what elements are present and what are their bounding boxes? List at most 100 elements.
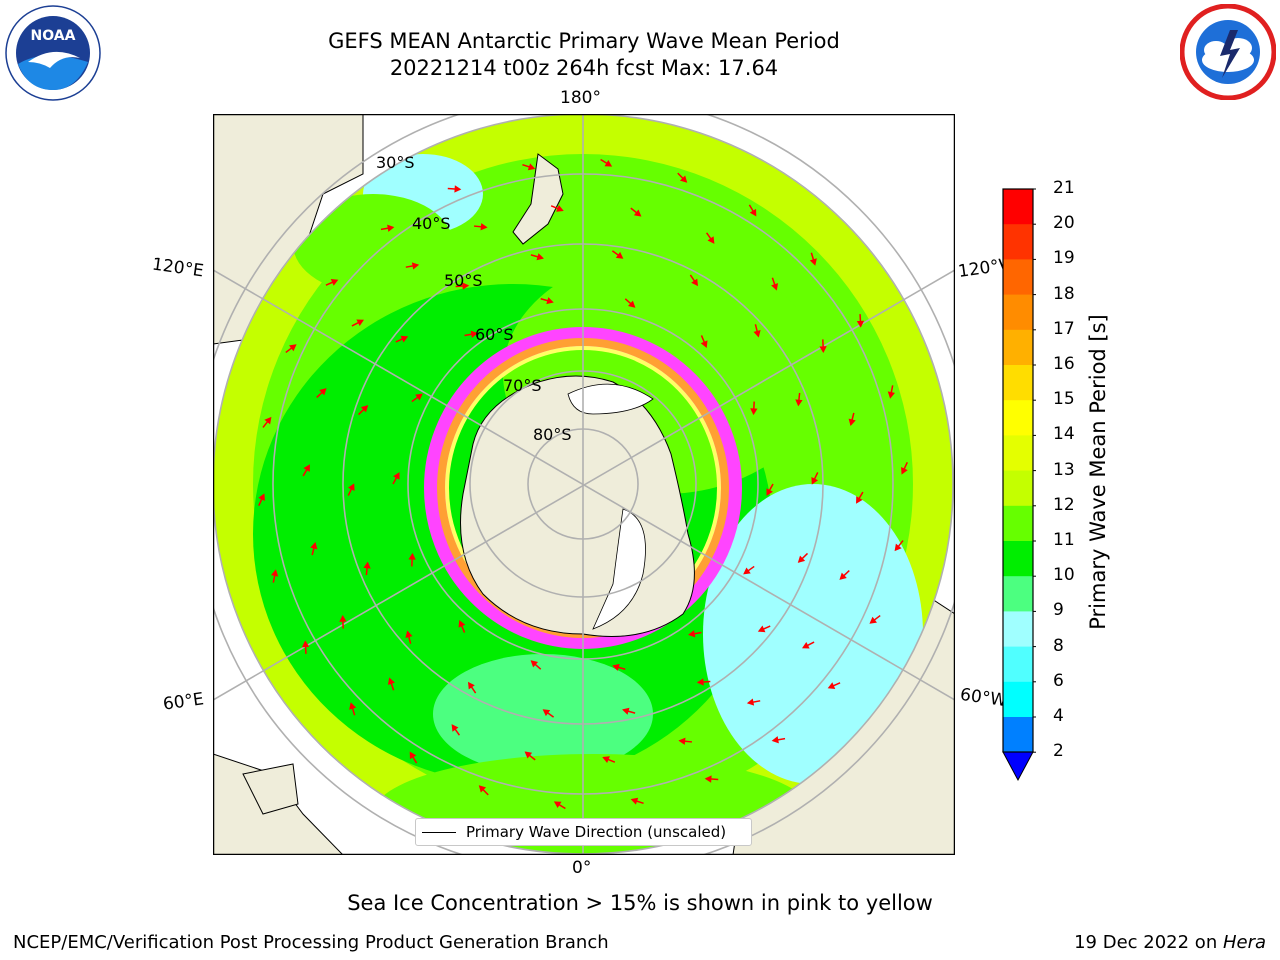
lon-label-60e: 60°E	[161, 689, 206, 715]
wave-arrow-head	[688, 630, 696, 638]
colorbar-band	[1003, 470, 1033, 507]
wave-arrow-head	[301, 640, 310, 648]
wave-arrow-head	[458, 620, 466, 628]
wave-arrow-head	[797, 555, 806, 563]
wave-arrow-head	[856, 320, 865, 328]
wave-arrow-head	[700, 340, 708, 348]
wave-arrow-head	[894, 543, 902, 552]
colorbar-band	[1003, 259, 1033, 296]
colorbar-band	[1003, 400, 1033, 436]
wave-arrow-head	[622, 707, 630, 715]
map-subtitle: 20221214 t00z 264h fcst Max: 17.64	[389, 56, 779, 80]
wave-arrow-head	[415, 393, 423, 401]
wave-arrow-head	[393, 472, 400, 480]
colorbar-extend-arrow	[1002, 751, 1034, 782]
wave-arrow-head	[743, 567, 751, 575]
colorbar-tick-label: 8	[1053, 635, 1064, 656]
colorbar-tick-label: 15	[1053, 389, 1075, 410]
colorbar-band	[1003, 646, 1033, 683]
lat-label-30s: 30°S	[376, 153, 415, 172]
wave-arrow-head	[766, 488, 773, 496]
wave-arrow-head	[480, 223, 488, 231]
footer-date: 19 Dec 2022 on Hera	[1074, 932, 1266, 953]
colorbar-tick-label: 21	[1053, 178, 1075, 198]
colorbar-tick-label: 10	[1053, 565, 1075, 586]
wave-arrow-head	[546, 297, 554, 305]
wave-arrow-head	[527, 163, 536, 171]
sea-ice-note: Sea Ice Concentration > 15% is shown in …	[347, 891, 933, 915]
wave-arrow-head	[258, 493, 265, 501]
noaa-logo-text: NOAA	[31, 28, 76, 44]
wave-arrow-head	[405, 630, 413, 638]
wave-arrow-head	[612, 663, 620, 671]
wave-arrow-head	[602, 756, 610, 763]
footer-org: NCEP/EMC/Verification Post Processing Pr…	[13, 932, 609, 953]
wave-arrow-head	[819, 346, 827, 354]
lat-label-80s: 80°S	[533, 425, 572, 444]
wave-arrow-head	[347, 483, 355, 491]
noaa-logo-icon: NOAA	[5, 5, 101, 101]
colorbar-tick-label: 6	[1053, 670, 1064, 691]
colorbar-tick-label: 4	[1053, 706, 1064, 726]
lon-label-180: 180°	[560, 88, 601, 108]
wave-arrow-head	[901, 467, 908, 475]
wave-arrow-head	[360, 405, 369, 413]
wave-arrow-head	[387, 677, 395, 685]
colorbar-tick-label: 11	[1053, 530, 1075, 550]
colorbar-band	[1003, 189, 1033, 225]
colorbar-band	[1003, 329, 1033, 366]
wave-arrow-head	[451, 724, 459, 732]
nws-logo-icon	[1180, 4, 1276, 100]
antarctic-map	[213, 114, 955, 855]
legend-line-swatch	[422, 831, 456, 833]
wave-arrow-head	[400, 335, 409, 343]
colorbar-tick-label: 17	[1053, 318, 1075, 339]
wave-arrow-head	[746, 698, 755, 706]
wave-arrow-head	[749, 208, 757, 217]
wave-arrow-head	[771, 283, 779, 291]
colorbar-label: Primary Wave Mean Period [s]	[1086, 314, 1110, 630]
wave-arrow-head	[633, 209, 642, 217]
colorbar-band	[1003, 611, 1033, 648]
wave-arrow-head	[802, 641, 810, 649]
wave-arrow-head	[630, 797, 639, 805]
colorbar-band	[1003, 505, 1033, 542]
colorbar-tick-label: 20	[1053, 213, 1075, 234]
wave-arrow-head	[869, 616, 877, 624]
wave-arrow-head	[289, 344, 297, 352]
lon-label-0: 0°	[572, 858, 592, 878]
wave-arrow-head	[839, 572, 847, 580]
wave-arrow-head	[771, 736, 779, 744]
wave-arrow-head	[856, 496, 863, 504]
wave-arrow-head	[409, 751, 417, 760]
wave-arrow-head	[319, 388, 327, 396]
colorbar-band	[1003, 365, 1033, 401]
wave-arrow-head	[349, 702, 357, 710]
legend-label: Primary Wave Direction (unscaled)	[466, 823, 727, 841]
wave-arrow-head	[271, 569, 279, 577]
footer-date-text: 19 Dec 2022 on	[1074, 932, 1223, 953]
colorbar-tick-label: 2	[1053, 741, 1064, 762]
wave-arrow-head	[679, 175, 688, 183]
wave-arrow-head	[462, 282, 470, 290]
wave-arrow-head	[795, 399, 803, 407]
wave-arrow-head	[753, 330, 761, 338]
wave-arrow-head	[707, 236, 715, 244]
wave-arrow-head	[827, 682, 836, 689]
colorbar-band	[1003, 681, 1033, 718]
wave-arrow-head	[696, 678, 704, 686]
wave-arrow-head	[615, 251, 624, 259]
wave-arrow-head	[387, 224, 395, 232]
wave-arrow-head	[678, 737, 686, 745]
wave-arrow-head	[411, 262, 420, 270]
map-title: GEFS MEAN Antarctic Primary Wave Mean Pe…	[328, 29, 840, 53]
wave-arrow-head	[339, 614, 347, 622]
colorbar-band	[1003, 224, 1033, 260]
wave-arrow-head	[454, 185, 462, 193]
colorbar-tick-label: 18	[1053, 283, 1075, 304]
wave-arrow-head	[848, 418, 856, 427]
wave-arrow-head	[556, 205, 564, 212]
wave-arrow-head	[363, 561, 371, 569]
wave-arrow-head	[757, 625, 766, 633]
wave-arrow-head	[704, 775, 712, 783]
